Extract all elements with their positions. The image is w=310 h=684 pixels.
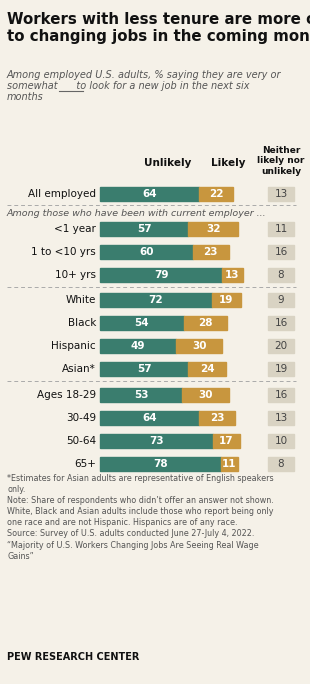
Bar — [100, 411, 199, 425]
Bar — [199, 411, 235, 425]
Text: 72: 72 — [148, 295, 163, 305]
Text: Black: Black — [68, 318, 96, 328]
Text: Neither
likely nor
unlikely: Neither likely nor unlikely — [257, 146, 305, 176]
Bar — [188, 362, 226, 376]
Text: 30-49: 30-49 — [66, 413, 96, 423]
Text: <1 year: <1 year — [54, 224, 96, 234]
Text: 30: 30 — [198, 390, 213, 400]
Bar — [213, 434, 240, 448]
Text: Workers with less tenure are more open
to changing jobs in the coming months: Workers with less tenure are more open t… — [7, 12, 310, 44]
Text: 30: 30 — [192, 341, 206, 351]
Bar — [221, 457, 238, 471]
Text: 8: 8 — [278, 459, 284, 469]
Bar — [268, 339, 294, 353]
Text: 49: 49 — [131, 341, 145, 351]
Text: Among employed U.S. adults, % saying they are very or: Among employed U.S. adults, % saying the… — [7, 70, 281, 80]
Bar — [100, 339, 176, 353]
Bar — [193, 245, 229, 259]
Text: 10+ yrs: 10+ yrs — [55, 270, 96, 280]
Bar — [100, 293, 212, 307]
Bar — [268, 268, 294, 282]
Text: 13: 13 — [274, 189, 288, 199]
Text: 53: 53 — [134, 390, 148, 400]
Bar — [268, 388, 294, 402]
Text: somewhat      to look for a new job in the next six: somewhat to look for a new job in the ne… — [7, 81, 250, 91]
Text: 28: 28 — [198, 318, 213, 328]
Text: 23: 23 — [204, 247, 218, 257]
Bar — [100, 245, 193, 259]
Text: 50-64: 50-64 — [66, 436, 96, 446]
Text: 9: 9 — [278, 295, 284, 305]
Text: 11: 11 — [274, 224, 288, 234]
Text: Among those who have been with current employer ...: Among those who have been with current e… — [7, 209, 267, 218]
Bar — [268, 362, 294, 376]
Bar — [268, 316, 294, 330]
Bar — [100, 316, 184, 330]
Text: Asian*: Asian* — [62, 364, 96, 374]
Bar — [100, 268, 223, 282]
Text: 65+: 65+ — [74, 459, 96, 469]
Text: PEW RESEARCH CENTER: PEW RESEARCH CENTER — [7, 652, 140, 662]
Text: 1 to <10 yrs: 1 to <10 yrs — [31, 247, 96, 257]
Bar — [268, 457, 294, 471]
Text: 24: 24 — [200, 364, 214, 374]
Text: 79: 79 — [154, 270, 168, 280]
Text: 78: 78 — [153, 459, 168, 469]
Text: 16: 16 — [274, 390, 288, 400]
Bar — [100, 362, 188, 376]
Text: 60: 60 — [139, 247, 154, 257]
Bar — [100, 187, 199, 201]
Text: 17: 17 — [219, 436, 234, 446]
Text: 16: 16 — [274, 318, 288, 328]
Text: Ages 18-29: Ages 18-29 — [37, 390, 96, 400]
Text: 23: 23 — [210, 413, 224, 423]
Text: 13: 13 — [274, 413, 288, 423]
Bar — [176, 339, 223, 353]
Bar — [268, 245, 294, 259]
Bar — [212, 293, 241, 307]
Text: 19: 19 — [219, 295, 233, 305]
Text: 73: 73 — [149, 436, 164, 446]
Text: 57: 57 — [137, 364, 152, 374]
Text: 64: 64 — [142, 189, 157, 199]
Bar — [268, 293, 294, 307]
Text: 11: 11 — [222, 459, 237, 469]
Bar — [188, 222, 238, 236]
Text: 54: 54 — [135, 318, 149, 328]
Text: months: months — [7, 92, 44, 102]
Text: *Estimates for Asian adults are representative of English speakers
only.
Note: S: *Estimates for Asian adults are represen… — [7, 474, 274, 561]
Bar — [268, 187, 294, 201]
Bar — [199, 187, 233, 201]
Text: 13: 13 — [225, 270, 240, 280]
Bar — [223, 268, 243, 282]
Bar — [268, 222, 294, 236]
Bar — [100, 388, 182, 402]
Bar — [268, 434, 294, 448]
Text: 19: 19 — [274, 364, 288, 374]
Text: 8: 8 — [278, 270, 284, 280]
Text: 32: 32 — [206, 224, 220, 234]
Text: Hispanic: Hispanic — [51, 341, 96, 351]
Bar — [100, 222, 188, 236]
Bar — [268, 411, 294, 425]
Bar — [182, 388, 229, 402]
Text: 20: 20 — [274, 341, 288, 351]
Text: 22: 22 — [209, 189, 224, 199]
Text: White: White — [66, 295, 96, 305]
Text: 64: 64 — [142, 413, 157, 423]
Text: 16: 16 — [274, 247, 288, 257]
Text: Likely: Likely — [211, 158, 245, 168]
Text: All employed: All employed — [28, 189, 96, 199]
Text: Unlikely: Unlikely — [144, 158, 192, 168]
Text: 57: 57 — [137, 224, 152, 234]
Text: 10: 10 — [274, 436, 288, 446]
Bar — [184, 316, 227, 330]
Bar — [100, 457, 221, 471]
Bar — [100, 434, 213, 448]
